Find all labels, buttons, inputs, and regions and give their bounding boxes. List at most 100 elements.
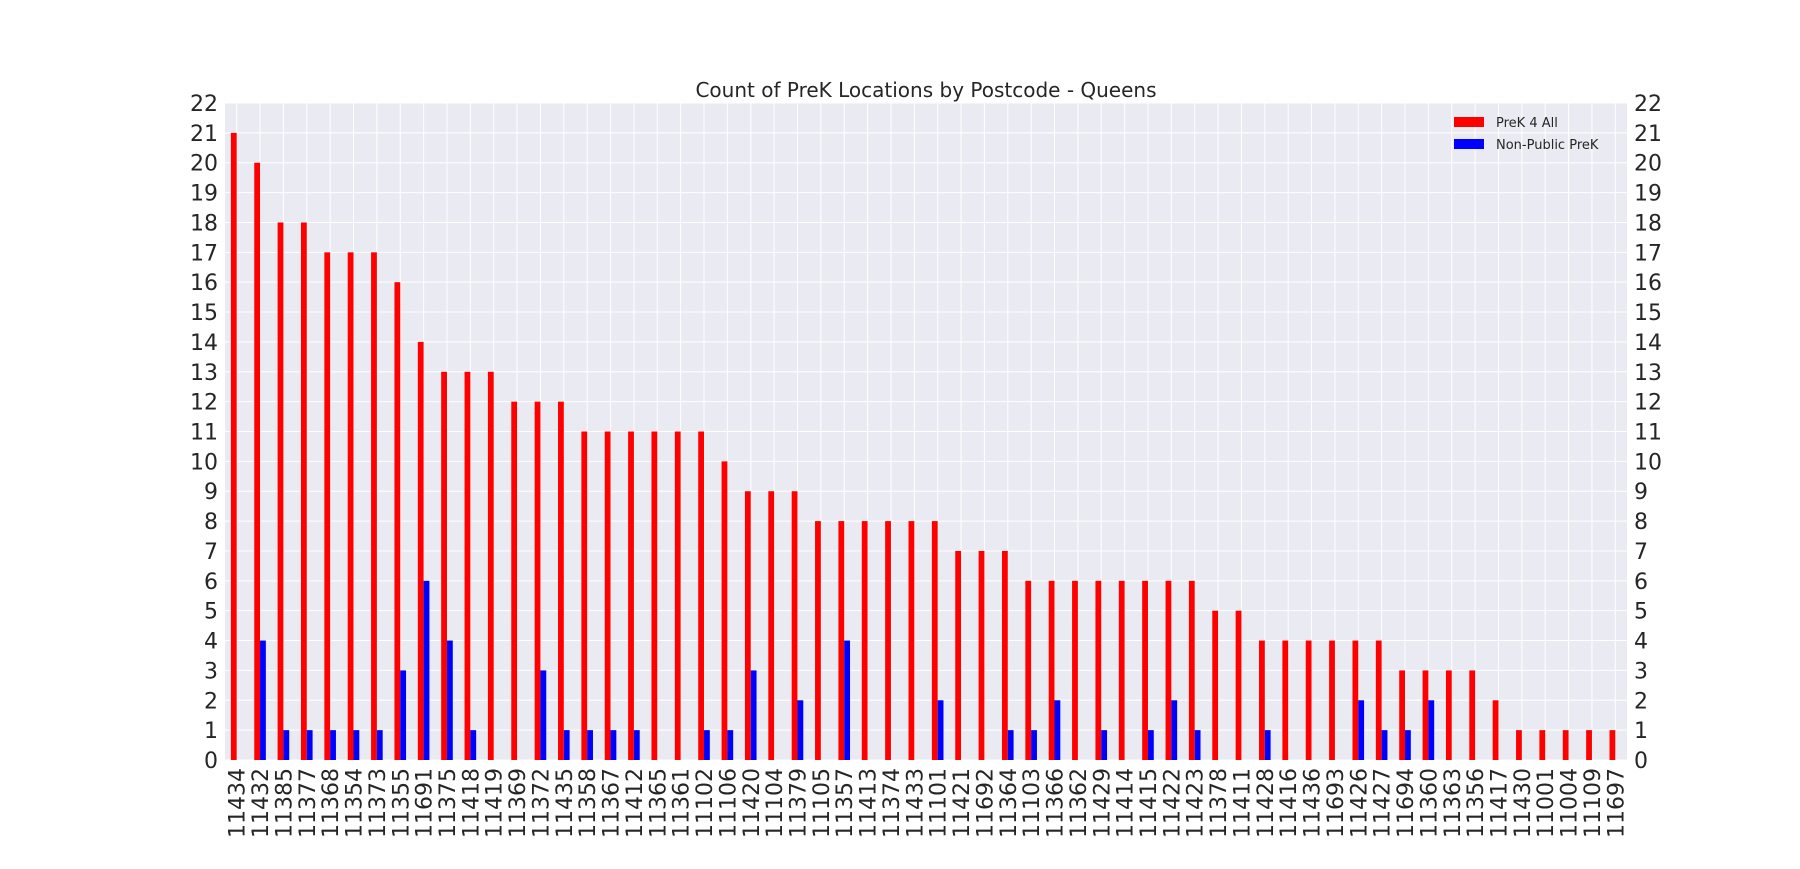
y-tick-label-left: 18 xyxy=(190,211,218,236)
x-tick-label: 11412 xyxy=(623,768,648,838)
x-tick-label: 11697 xyxy=(1604,768,1629,838)
y-tick-label-right: 9 xyxy=(1634,480,1648,505)
bar-prek-4-all xyxy=(1282,640,1289,760)
bar-non-public-prek xyxy=(563,730,570,760)
bar-prek-4-all xyxy=(1562,730,1569,760)
y-tick-label-left: 17 xyxy=(190,241,218,266)
bar-prek-4-all xyxy=(674,431,681,760)
bar-non-public-prek xyxy=(610,730,617,760)
y-tick-label-left: 2 xyxy=(204,689,218,714)
x-tick-label: 11417 xyxy=(1487,768,1512,838)
bar-prek-4-all xyxy=(300,222,307,761)
bar-prek-4-all xyxy=(955,550,962,760)
bar-non-public-prek xyxy=(283,730,290,760)
y-tick-label-left: 13 xyxy=(190,361,218,386)
x-tick-label: 11004 xyxy=(1558,768,1583,838)
y-tick-label-left: 19 xyxy=(190,182,218,207)
bar-prek-4-all xyxy=(1516,730,1522,760)
bar-non-public-prek xyxy=(1381,730,1388,760)
bar-prek-4-all xyxy=(1445,670,1452,760)
y-tick-label-left: 11 xyxy=(190,421,218,446)
bar-prek-4-all xyxy=(744,491,751,760)
bar-non-public-prek xyxy=(797,700,804,760)
bar-prek-4-all xyxy=(1235,610,1242,760)
y-tick-label-right: 20 xyxy=(1634,152,1662,177)
x-tick-label: 11433 xyxy=(903,768,928,838)
x-tick-label: 11416 xyxy=(1277,768,1302,838)
bar-prek-4-all xyxy=(371,252,377,760)
bar-prek-4-all xyxy=(1072,580,1078,760)
x-tick-label: 11374 xyxy=(880,768,905,838)
bar-non-public-prek xyxy=(423,580,430,760)
bar-prek-4-all xyxy=(861,521,868,760)
x-tick-label: 11362 xyxy=(1067,768,1092,838)
bar-non-public-prek xyxy=(330,730,336,760)
y-tick-label-right: 8 xyxy=(1634,510,1648,535)
y-tick-label-right: 0 xyxy=(1634,749,1648,774)
y-tick-label-right: 10 xyxy=(1634,450,1662,475)
bar-prek-4-all xyxy=(1375,640,1382,760)
bar-prek-4-all xyxy=(721,461,728,760)
bar-prek-4-all xyxy=(581,431,588,760)
x-tick-label: 11426 xyxy=(1347,768,1372,838)
bar-prek-4-all xyxy=(651,431,658,760)
y-tick-label-left: 4 xyxy=(204,630,218,655)
bar-non-public-prek xyxy=(727,730,734,760)
bar-prek-4-all xyxy=(1399,670,1406,760)
x-tick-label: 11106 xyxy=(716,768,741,838)
y-tick-label-right: 18 xyxy=(1634,211,1662,236)
bar-non-public-prek xyxy=(1194,730,1201,760)
bar-prek-4-all xyxy=(441,371,447,760)
bar-prek-4-all xyxy=(1095,580,1102,760)
x-tick-label: 11436 xyxy=(1301,768,1326,838)
bar-prek-4-all xyxy=(324,252,331,760)
y-tick-label-left: 20 xyxy=(190,152,218,177)
bar-non-public-prek xyxy=(1101,730,1108,760)
x-tick-label: 11418 xyxy=(459,768,484,838)
y-tick-label-right: 7 xyxy=(1634,540,1648,565)
x-tick-label: 11413 xyxy=(857,768,882,838)
bar-non-public-prek xyxy=(400,670,407,760)
x-tick-label: 11364 xyxy=(997,768,1022,838)
bar-non-public-prek xyxy=(1147,730,1154,760)
bar-non-public-prek xyxy=(1007,730,1014,760)
x-tick-label: 11363 xyxy=(1441,768,1466,838)
x-tick-label: 11692 xyxy=(973,768,998,838)
y-tick-label-left: 14 xyxy=(190,331,218,356)
bar-non-public-prek xyxy=(306,730,313,760)
bar-prek-4-all xyxy=(1305,640,1312,760)
x-axis: 1143411432113851137711368113541137311355… xyxy=(226,768,1630,838)
bar-prek-4-all xyxy=(558,401,564,760)
x-tick-label: 11361 xyxy=(670,768,695,838)
bar-non-public-prek xyxy=(750,670,757,760)
x-tick-label: 11435 xyxy=(553,768,578,838)
x-tick-label: 11411 xyxy=(1230,768,1255,838)
x-tick-label: 11423 xyxy=(1184,768,1209,838)
y-tick-label-right: 14 xyxy=(1634,331,1662,356)
x-tick-label: 11109 xyxy=(1581,768,1606,838)
x-tick-label: 11356 xyxy=(1464,768,1489,838)
y-tick-label-right: 19 xyxy=(1634,182,1662,207)
bar-prek-4-all xyxy=(1001,550,1008,760)
bar-prek-4-all xyxy=(1165,580,1172,760)
x-tick-label: 11102 xyxy=(693,768,718,838)
x-tick-label: 11104 xyxy=(763,768,788,838)
legend-swatch-non-public-prek xyxy=(1454,139,1484,149)
bar-non-public-prek xyxy=(353,730,360,760)
bar-prek-4-all xyxy=(1422,670,1429,760)
x-tick-label: 11354 xyxy=(343,768,368,838)
x-tick-label: 11422 xyxy=(1160,768,1185,838)
y-tick-label-left: 10 xyxy=(190,450,218,475)
x-tick-label: 11693 xyxy=(1324,768,1349,838)
x-tick-label: 11378 xyxy=(1207,768,1232,838)
bar-prek-4-all xyxy=(487,371,494,760)
x-tick-label: 11420 xyxy=(740,768,765,838)
bar-non-public-prek xyxy=(1054,700,1061,760)
x-tick-label: 11429 xyxy=(1090,768,1115,838)
bar-non-public-prek xyxy=(540,670,547,760)
y-tick-label-left: 16 xyxy=(190,271,218,296)
y-tick-label-left: 21 xyxy=(190,122,218,147)
bar-prek-4-all xyxy=(1259,640,1265,760)
